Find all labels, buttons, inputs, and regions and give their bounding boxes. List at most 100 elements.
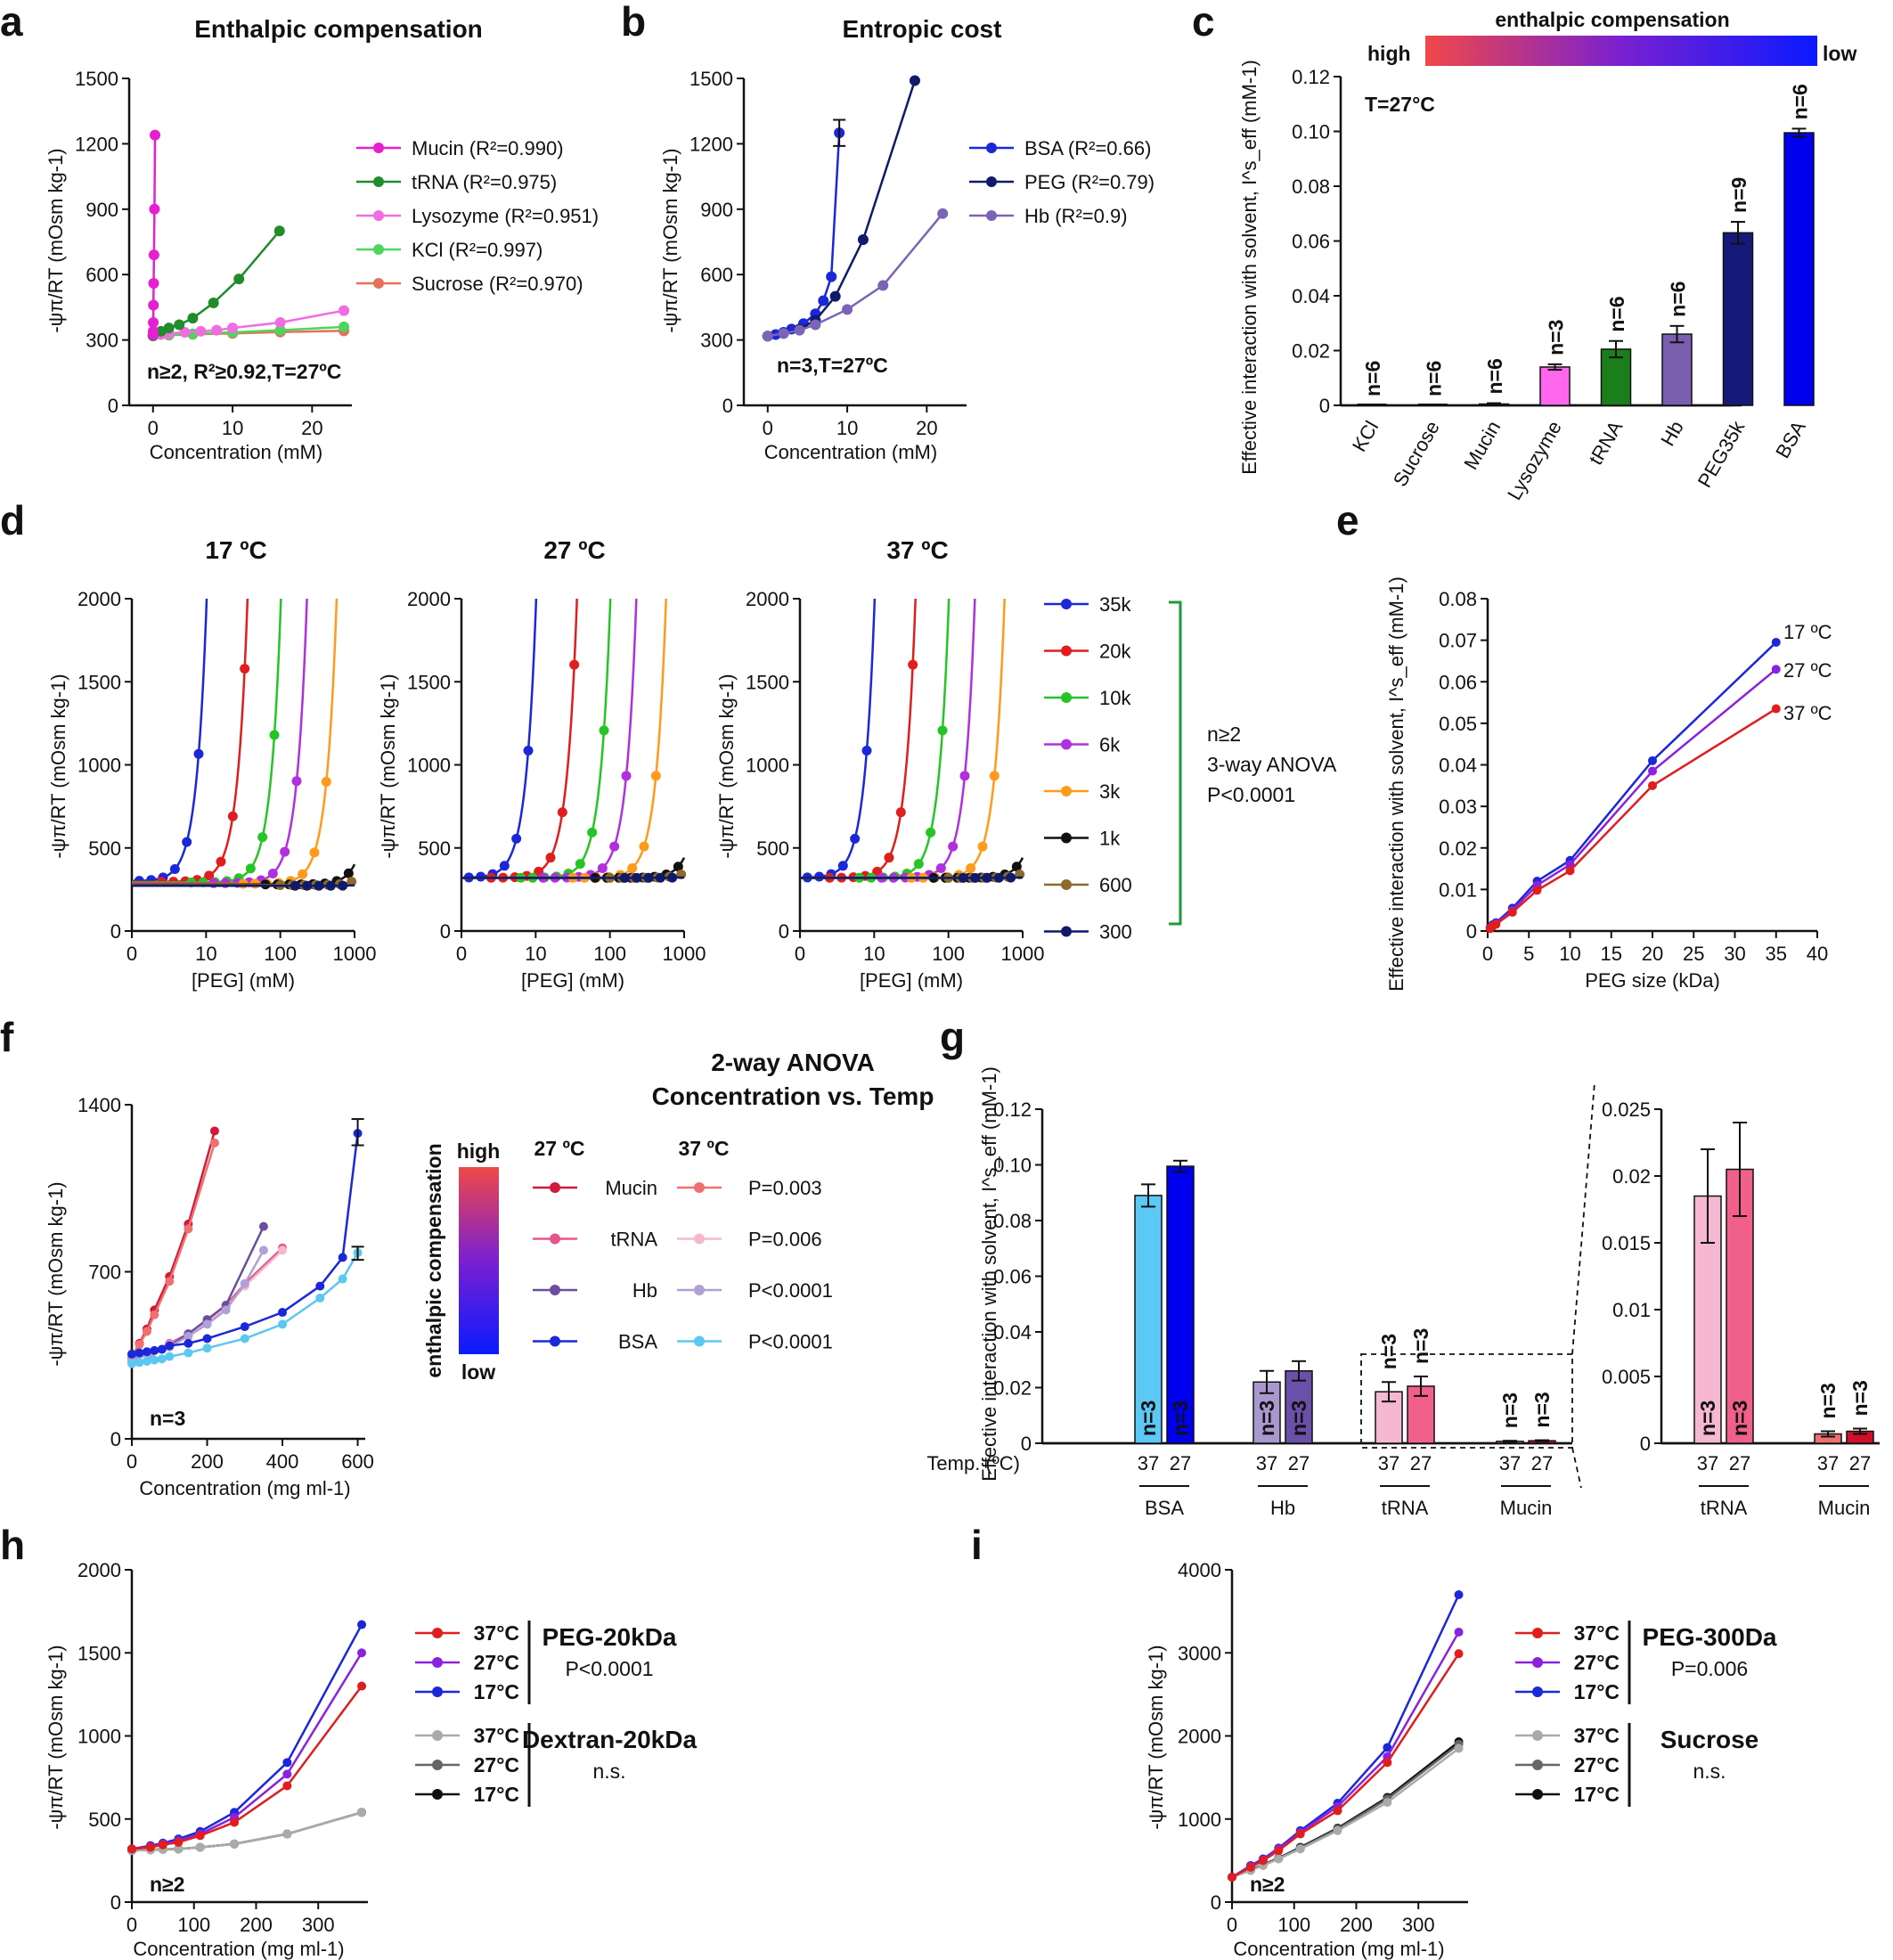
data-point <box>810 319 821 331</box>
fit-curve <box>800 599 917 879</box>
y-tick-label: 0.025 <box>1602 1098 1651 1121</box>
data-point <box>325 880 336 891</box>
data-point <box>174 1837 184 1847</box>
legend-label: 37°C <box>474 1621 519 1645</box>
y-tick-label: 1000 <box>78 755 121 777</box>
x-tick-label: 40 <box>1807 943 1828 965</box>
data-point <box>926 827 936 837</box>
y-tick-label: 1200 <box>75 133 118 155</box>
data-point <box>150 1345 159 1355</box>
data-point <box>184 1338 193 1348</box>
n-label: n=3 <box>1137 1401 1160 1436</box>
p-value: P<0.0001 <box>748 1331 833 1353</box>
data-point <box>861 745 872 755</box>
data-point <box>267 868 278 878</box>
y-tick-label: 0.10 <box>1292 121 1330 143</box>
y-tick-label: 1400 <box>78 1094 121 1116</box>
legend-label: BSA (R²=0.66) <box>1024 137 1151 159</box>
data-point <box>184 1224 193 1234</box>
x-tick-label: 300 <box>1402 1914 1435 1936</box>
category-label: Mucin <box>1459 417 1505 473</box>
data-point <box>184 1348 193 1358</box>
x-tick-label: 0 <box>1482 943 1493 965</box>
data-point <box>179 327 191 339</box>
data-point <box>257 832 268 843</box>
category-label: Hb <box>1656 417 1688 450</box>
stat-label: n≥2 <box>1207 723 1241 746</box>
data-point <box>837 861 848 871</box>
panel-c: c enthalpic compensation high low 0 0.02 0.04 0… <box>1192 0 1856 504</box>
data-point <box>935 862 946 873</box>
group-name: PEG-20kDa <box>543 1623 677 1651</box>
data-point <box>343 868 354 878</box>
legend-marker <box>373 244 384 255</box>
data-point <box>476 871 486 882</box>
y-tick-label: 0 <box>110 1891 121 1914</box>
data-point <box>970 872 981 883</box>
data-point <box>1454 1649 1464 1659</box>
series-line <box>767 80 917 338</box>
data-point <box>569 659 580 670</box>
category-label: BSA <box>1771 417 1810 462</box>
data-point <box>142 1356 151 1366</box>
data-point <box>230 1839 240 1849</box>
data-point <box>1565 866 1575 876</box>
y-tick-label: 0.08 <box>993 1210 1032 1232</box>
bar <box>1166 1165 1195 1444</box>
row-label: tRNA <box>610 1229 657 1251</box>
legend-marker <box>1532 1760 1543 1770</box>
panel-label: i <box>971 1522 983 1568</box>
legend-marker <box>1061 926 1072 937</box>
legend-label: 10k <box>1099 687 1131 709</box>
data-point <box>278 1308 288 1318</box>
legend-label: 17°C <box>1574 1783 1620 1806</box>
p-value: P=0.003 <box>748 1177 822 1199</box>
data-point <box>290 880 300 891</box>
y-tick-label: 0 <box>110 1428 121 1450</box>
y-axis-label: Effective interaction with solvent, I^s_… <box>1385 576 1408 992</box>
legend-marker <box>550 1285 560 1295</box>
colorbar-low: low <box>1823 42 1856 65</box>
anova-subtitle: Concentration vs. Temp <box>652 1082 934 1110</box>
data-point <box>357 1648 367 1658</box>
y-tick-label: 1500 <box>78 1642 121 1664</box>
n-label: n=9 <box>1727 177 1750 213</box>
y-tick-label: 0.03 <box>1439 796 1477 818</box>
y-tick-label: 3000 <box>1178 1642 1221 1664</box>
x-axis-label: [PEG] (mM) <box>860 969 963 992</box>
y-tick-label: 0.02 <box>1292 340 1330 363</box>
data-point <box>158 1840 167 1850</box>
panel-label: b <box>621 0 646 45</box>
x-tick-label: 20 <box>301 417 322 439</box>
data-point <box>908 659 918 670</box>
data-point <box>227 811 238 821</box>
colorbar-high: high <box>1367 42 1411 65</box>
data-point <box>966 862 976 873</box>
data-point <box>895 807 906 818</box>
y-tick-label: 0.02 <box>1612 1165 1651 1188</box>
panel-label: d <box>0 497 25 543</box>
x-tick-label: 0 <box>148 417 159 439</box>
data-point <box>1491 919 1501 929</box>
data-point <box>174 319 185 331</box>
legend-marker <box>432 1628 443 1638</box>
x-tick-label: 600 <box>341 1450 374 1473</box>
y-axis-label: -ψπ/RT (mOsm kg-1) <box>47 674 69 858</box>
series-line <box>1489 707 1777 930</box>
y-tick-label: 0.10 <box>993 1155 1032 1177</box>
bar <box>1661 333 1693 406</box>
x-tick-label: 35 <box>1766 943 1787 965</box>
legend-marker <box>1532 1730 1543 1741</box>
y-tick-label: 0.005 <box>1602 1366 1651 1388</box>
series-line <box>131 1652 363 1850</box>
series-label: 17 ºC <box>1783 621 1832 643</box>
data-point <box>1011 862 1022 872</box>
n-label: n=3 <box>1848 1380 1872 1416</box>
data-point <box>282 1769 292 1779</box>
legend-marker <box>1061 645 1072 657</box>
panel-f: f 0 700 1400 0 200 400 600 -ψπ/RT (mOsm kg-1) Con… <box>0 1014 934 1499</box>
colorbar <box>1425 36 1817 66</box>
legend-label: PEG (R²=0.79) <box>1024 171 1155 193</box>
data-point <box>240 1334 249 1343</box>
temp-value: 27 <box>1849 1452 1871 1474</box>
